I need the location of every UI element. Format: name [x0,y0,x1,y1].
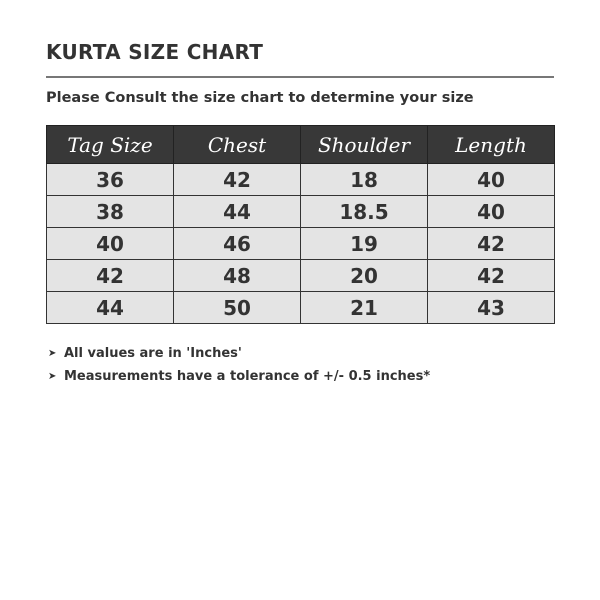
table-cell: 40 [427,163,555,196]
page-title: KURTA SIZE CHART [46,40,264,64]
header-tag-size: Tag Size [46,125,174,164]
table-row: 36 42 18 40 [46,163,555,196]
header-length: Length [427,125,555,164]
note-text: Measurements have a tolerance of +/- 0.5… [64,369,431,384]
table-row: 38 44 18.5 40 [46,195,555,228]
table-cell: 20 [300,259,428,292]
table-cell: 42 [427,259,555,292]
arrow-bullet-icon: ➤ [48,348,57,359]
header-chest: Chest [173,125,301,164]
note-item: ➤ All values are in 'Inches' [48,342,430,365]
size-table: Tag Size Chest Shoulder Length 36 42 18 40 3… [46,125,555,324]
table-cell: 19 [300,227,428,260]
table-cell: 42 [46,259,174,292]
note-text: All values are in 'Inches' [64,346,242,361]
table-cell: 18 [300,163,428,196]
table-cell: 44 [46,291,174,324]
arrow-bullet-icon: ➤ [48,371,57,382]
table-row: 42 48 20 42 [46,259,555,292]
table-row: 44 50 21 43 [46,291,555,324]
table-cell: 43 [427,291,555,324]
divider [46,76,554,78]
table-cell: 21 [300,291,428,324]
table-cell: 44 [173,195,301,228]
note-item: ➤ Measurements have a tolerance of +/- 0.… [48,365,430,388]
table-cell: 18.5 [300,195,428,228]
table-cell: 50 [173,291,301,324]
table-cell: 38 [46,195,174,228]
table-row: 40 46 19 42 [46,227,555,260]
table-cell: 48 [173,259,301,292]
table-cell: 42 [427,227,555,260]
table-cell: 40 [427,195,555,228]
table-cell: 36 [46,163,174,196]
table-cell: 40 [46,227,174,260]
table-cell: 46 [173,227,301,260]
table-cell: 42 [173,163,301,196]
header-shoulder: Shoulder [300,125,428,164]
subtitle: Please Consult the size chart to determi… [46,90,474,106]
header-row: Tag Size Chest Shoulder Length [46,125,555,164]
notes-list: ➤ All values are in 'Inches' ➤ Measurement… [48,342,430,388]
